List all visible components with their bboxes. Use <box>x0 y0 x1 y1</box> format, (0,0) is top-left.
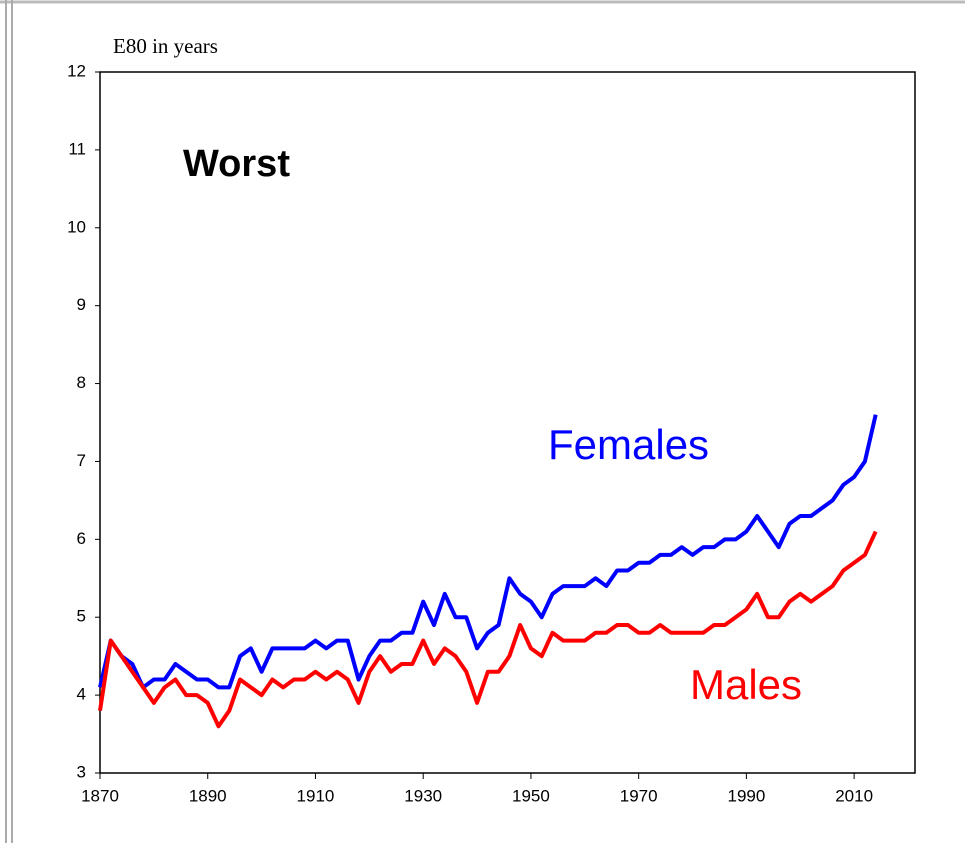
plot-frame <box>99 71 916 774</box>
x-tick-label: 1990 <box>727 786 765 805</box>
y-tick-label: 9 <box>77 295 86 314</box>
annotation: Worst <box>183 143 290 185</box>
x-tick-label: 1890 <box>189 786 227 805</box>
y-tick-label: 3 <box>77 762 86 781</box>
y-tick-label: 4 <box>77 685 86 704</box>
x-tick-label: 1870 <box>81 786 119 805</box>
data-line <box>98 530 878 729</box>
x-tick-label: 2010 <box>835 786 873 805</box>
series-label: Females <box>548 421 709 468</box>
x-tick-label: 1970 <box>620 786 658 805</box>
x-tick-label: 1950 <box>512 786 550 805</box>
y-tick-label: 12 <box>67 61 86 80</box>
y-tick-label: 6 <box>77 529 86 548</box>
x-tick-label: 1930 <box>404 786 442 805</box>
series-label: Males <box>690 661 802 708</box>
data-line <box>98 414 878 690</box>
y-tick-label: 10 <box>67 217 86 236</box>
y-tick-label: 5 <box>77 607 86 626</box>
y-tick-label: 7 <box>77 451 86 470</box>
y-tick-label: 8 <box>77 373 86 392</box>
x-tick-label: 1910 <box>297 786 335 805</box>
y-tick-label: 11 <box>68 139 86 158</box>
axis-label: E80 in years <box>113 34 218 58</box>
